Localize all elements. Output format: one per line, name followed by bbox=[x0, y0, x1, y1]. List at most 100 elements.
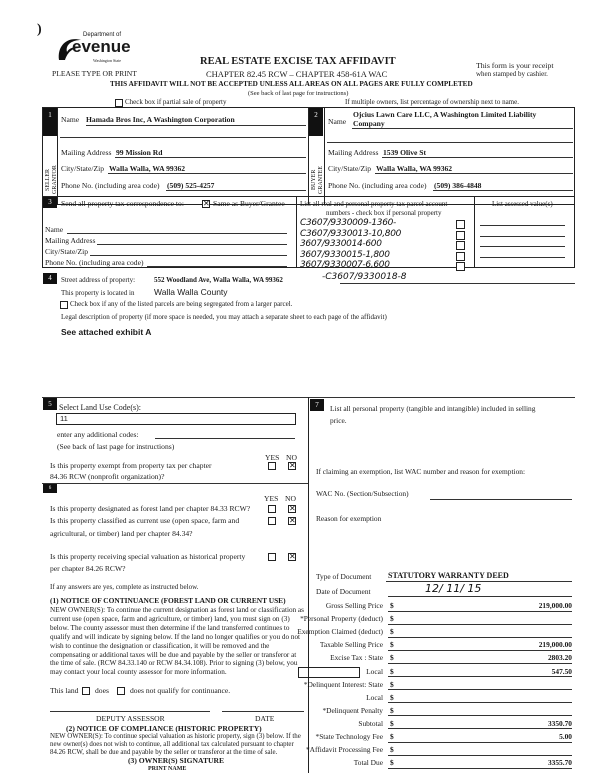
same-as-buyer-label: Same as Buyer/Grantee bbox=[213, 199, 285, 208]
personal-property-label-2: price. bbox=[330, 416, 347, 425]
parcel-number[interactable]: 3607/9330015-1,800 bbox=[300, 249, 390, 260]
line bbox=[388, 596, 572, 597]
does-qualify-checkbox[interactable] bbox=[82, 687, 90, 695]
nonprofit-no-checkbox[interactable]: ✕ bbox=[288, 461, 296, 470]
sec3-address-label: Mailing Address bbox=[45, 236, 96, 245]
doc-type[interactable]: STATUTORY WARRANTY DEED bbox=[388, 571, 509, 580]
sec3-name-field[interactable] bbox=[67, 233, 287, 234]
buyer-phone[interactable]: (509) 386-4848 bbox=[434, 181, 482, 190]
fee-label: Gross Selling Price bbox=[325, 601, 383, 610]
seller-address[interactable]: 99 Mission Rd bbox=[116, 148, 163, 157]
fee-line bbox=[388, 715, 572, 717]
assessed-value-field[interactable] bbox=[480, 246, 565, 247]
does-not-qualify-checkbox[interactable] bbox=[117, 687, 125, 695]
assessed-value-field[interactable] bbox=[480, 235, 565, 237]
section-4-badge: 4 bbox=[43, 273, 57, 284]
personal-property-checkbox[interactable] bbox=[456, 220, 465, 229]
dollar-sign: $ bbox=[390, 679, 394, 689]
line bbox=[166, 190, 306, 191]
personal-property-checkbox[interactable] bbox=[456, 230, 465, 240]
current-use-no-checkbox[interactable]: ✕ bbox=[288, 516, 296, 525]
current-use-question-2: agricultural, or timber) land per chapte… bbox=[50, 529, 193, 538]
line bbox=[352, 128, 573, 129]
personal-property-checkbox[interactable] bbox=[456, 241, 465, 250]
parcel-number[interactable]: 3607/9330007-6,600 bbox=[300, 260, 390, 270]
personal-property-checkbox[interactable] bbox=[456, 251, 465, 261]
exemption-label: If claiming an exemption, list WAC numbe… bbox=[316, 467, 526, 476]
additional-codes-field[interactable] bbox=[155, 438, 295, 439]
forest-no-checkbox[interactable]: ✕ bbox=[288, 504, 296, 513]
section-3-box bbox=[42, 196, 575, 268]
seller-name[interactable]: Hamada Bros Inc, A Washington Corporatio… bbox=[86, 115, 235, 124]
historic-yes-checkbox[interactable] bbox=[268, 553, 276, 561]
assessed-value-field[interactable] bbox=[480, 256, 565, 258]
same-as-buyer-checkbox[interactable]: ✕ bbox=[202, 199, 210, 208]
seller-city[interactable]: Walla Walla, WA 99362 bbox=[109, 164, 186, 173]
partial-sale-checkbox[interactable] bbox=[115, 99, 123, 107]
deputy-signature-line[interactable] bbox=[50, 711, 210, 712]
fee-value[interactable]: 5.00 bbox=[559, 732, 572, 741]
forest-question: Is this property designated as forest la… bbox=[50, 504, 251, 513]
fee-line bbox=[388, 610, 572, 612]
section-7-badge: 7 bbox=[310, 399, 324, 411]
send-correspondence-label: Send all property tax correspondence to: bbox=[61, 199, 184, 208]
warning-line: THIS AFFIDAVIT WILL NOT BE ACCEPTED UNLE… bbox=[110, 80, 473, 88]
doc-date[interactable]: 12/ 11/ 15 bbox=[425, 582, 482, 595]
date-line[interactable] bbox=[222, 711, 304, 712]
nonprofit-yes-checkbox[interactable] bbox=[268, 462, 276, 470]
sec3-address-field[interactable] bbox=[97, 244, 287, 245]
buyer-name-1[interactable]: Ojcius Lawn Care LLC, A Washington Limit… bbox=[353, 110, 537, 119]
seller-name-line bbox=[86, 125, 306, 126]
sec5-see-back: (See back of last page for instructions) bbox=[57, 442, 175, 451]
forest-yes-checkbox[interactable] bbox=[268, 505, 276, 513]
county[interactable]: Walla Walla County bbox=[154, 287, 228, 297]
partial-sale-label: Check box if partial sale of property bbox=[125, 98, 227, 106]
fee-value[interactable]: 3355.70 bbox=[547, 758, 572, 768]
local-rate-box[interactable] bbox=[298, 667, 360, 678]
line bbox=[382, 157, 573, 158]
fee-label: Taxable Selling Price bbox=[319, 640, 383, 650]
fee-label: Local bbox=[366, 666, 383, 676]
land-use-code-field[interactable]: 11 bbox=[56, 413, 296, 425]
segregated-label: Check box if any of the listed parcels a… bbox=[70, 300, 293, 308]
legal-description[interactable]: See attached exhibit A bbox=[61, 327, 152, 337]
seller-phone[interactable]: (509) 525-4257 bbox=[167, 181, 215, 190]
parcel-number[interactable]: C3607/9330013-10,800 bbox=[300, 228, 402, 239]
parcel-number[interactable]: 3607/9330014-600 bbox=[300, 239, 382, 249]
personal-property-label-1: List all personal property (tangible and… bbox=[330, 404, 536, 413]
does-not-label: does not qualify for continuance. bbox=[130, 686, 231, 695]
fee-value[interactable]: 219,000.00 bbox=[538, 601, 572, 610]
line bbox=[108, 173, 306, 174]
fee-label: *Delinquent Penalty bbox=[322, 705, 383, 715]
personal-property-checkbox[interactable] bbox=[456, 262, 465, 271]
sec3-city-field[interactable] bbox=[90, 255, 287, 256]
sec3-phone-field[interactable] bbox=[147, 266, 287, 267]
dollar-sign: $ bbox=[390, 627, 394, 637]
buyer-city[interactable]: Walla Walla, WA 99362 bbox=[376, 164, 453, 173]
buyer-grantee-label: BUYER GRANTEE bbox=[311, 166, 324, 194]
buyer-address[interactable]: 1539 Olive St bbox=[383, 148, 427, 157]
notice-compliance-body: NEW OWNER(S): To continue special valuat… bbox=[50, 733, 301, 756]
sec3-city-label: City/State/Zip bbox=[45, 247, 89, 256]
street-address[interactable]: 552 Woodland Ave, Walla Walla, WA 99362 bbox=[154, 276, 283, 284]
wac-field[interactable] bbox=[430, 499, 572, 500]
segregated-checkbox[interactable] bbox=[60, 301, 68, 309]
logo-swoosh-icon bbox=[58, 39, 81, 60]
parcel-number[interactable]: C3607/9330009-1360- bbox=[300, 218, 397, 228]
current-use-question-1: Is this property classified as current u… bbox=[50, 516, 240, 525]
section-6-top bbox=[42, 483, 308, 484]
sec3-name-label: Name bbox=[45, 225, 64, 234]
dollar-sign: $ bbox=[390, 758, 394, 768]
fee-value[interactable]: 3350.70 bbox=[547, 718, 572, 728]
dollar-sign: $ bbox=[390, 745, 394, 755]
buyer-name-2[interactable]: Company bbox=[353, 119, 385, 128]
current-use-yes-checkbox[interactable] bbox=[268, 517, 276, 525]
fee-value[interactable]: 547.50 bbox=[551, 666, 572, 676]
historic-no-checkbox[interactable]: ✕ bbox=[288, 552, 296, 561]
assessed-value-field[interactable] bbox=[480, 225, 565, 226]
fee-value[interactable]: 219,000.00 bbox=[538, 640, 572, 650]
buyer-city-label: City/State/Zip bbox=[328, 164, 372, 173]
fee-line bbox=[388, 623, 572, 625]
fee-value[interactable]: 2803.20 bbox=[547, 653, 572, 663]
legal-label: Legal description of property (if more s… bbox=[61, 313, 387, 321]
